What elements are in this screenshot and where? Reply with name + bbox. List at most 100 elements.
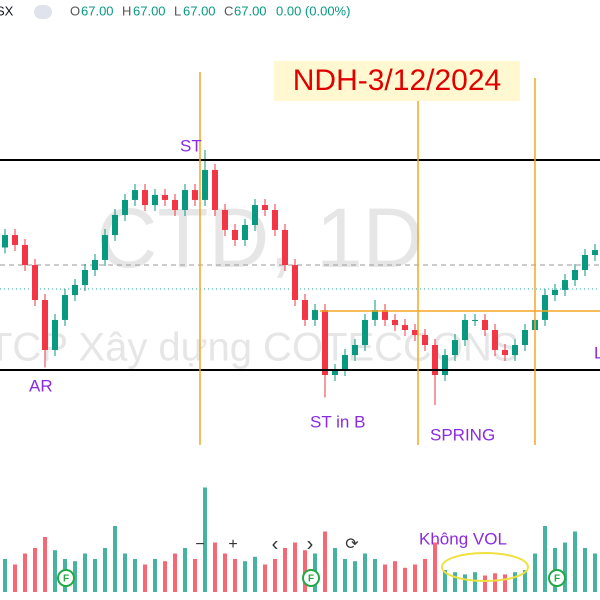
event-icon-label: F: [308, 574, 314, 585]
ohlc-label: L: [174, 3, 181, 18]
zoom-in-button[interactable]: +: [228, 536, 237, 553]
volume-bar: [483, 575, 487, 592]
volume-bar: [583, 548, 587, 592]
candle-body: [132, 190, 138, 200]
volume-bar: [573, 531, 577, 592]
candle-body: [582, 255, 588, 270]
volume-bar: [3, 559, 7, 592]
candle-body: [232, 229, 238, 240]
volume-bar: [533, 553, 537, 592]
volume-bar: [443, 570, 447, 592]
event-icon[interactable]: [57, 569, 75, 587]
volume-bar: [273, 559, 277, 592]
candle-body: [482, 319, 488, 330]
annotation: SPRING: [430, 425, 495, 444]
volume-bar: [423, 559, 427, 592]
volume-bar: [403, 567, 407, 592]
volume-bar: [183, 548, 187, 592]
candle-body: [12, 235, 18, 245]
volume-bar: [23, 553, 27, 592]
annotation: AR: [29, 376, 53, 395]
volume-bar: [43, 537, 47, 592]
candle-body: [462, 319, 468, 341]
annotation: ST: [180, 136, 202, 155]
volume-bar: [53, 550, 57, 592]
annotation: Không VOL: [419, 529, 507, 548]
candle-body: [432, 345, 438, 375]
event-icon[interactable]: [548, 569, 566, 587]
candle-body: [562, 280, 568, 290]
volume-bar: [13, 564, 17, 592]
candle-body: [512, 345, 518, 356]
ohlc-label: O: [70, 3, 80, 18]
event-icons: F F F: [57, 569, 566, 587]
candle-body: [352, 345, 358, 356]
volume-bar: [223, 553, 227, 592]
watermark-company: TCP Xây dựng COTECCONS: [0, 326, 519, 370]
candle-body: [442, 355, 448, 375]
volume-bar: [173, 553, 177, 592]
candle-body: [592, 250, 598, 255]
volume-bar: [473, 572, 477, 592]
toolbar: − + ‹ › ⟳: [195, 533, 359, 555]
event-icon[interactable]: [302, 569, 320, 587]
candle-body: [252, 205, 258, 225]
volume-bar: [293, 542, 297, 592]
watermark: CTD, 1D TCP Xây dựng COTECCONS: [0, 191, 519, 369]
ohlc-value: 67.00: [81, 3, 114, 18]
candle-body: [282, 229, 288, 266]
volume-bar: [433, 542, 437, 592]
volume-bar: [593, 553, 597, 592]
event-icon-label: F: [554, 574, 560, 585]
candle-body: [182, 190, 188, 210]
candle-body: [262, 205, 268, 210]
candle-body: [572, 270, 578, 281]
volume-bar: [563, 542, 567, 592]
reset-button[interactable]: ⟳: [345, 536, 359, 553]
volume-bar: [493, 573, 497, 592]
volume-bar: [83, 553, 87, 592]
volume-bar: [233, 559, 237, 592]
header: SX O 67.00 H 67.00 L 67.00 C 67.00 0.00 …: [0, 3, 350, 19]
candle-body: [112, 214, 118, 236]
volume-bar: [523, 570, 527, 592]
volume-bar: [163, 561, 167, 592]
volume-bar: [333, 548, 337, 592]
annotation-title: NDH-3/12/2024: [293, 64, 501, 97]
ohlc-label: H: [122, 3, 131, 18]
candle-body: [552, 289, 558, 296]
candle-body: [152, 195, 158, 206]
candle-body: [172, 199, 178, 210]
collapse-button[interactable]: [34, 5, 52, 19]
volume-bar: [393, 561, 397, 592]
plot: [2, 150, 598, 592]
volume-bar: [143, 564, 147, 592]
candle-body: [312, 310, 318, 320]
volume-bar: [303, 550, 307, 592]
candle-body: [222, 210, 228, 230]
scroll-left-button[interactable]: ‹: [272, 533, 279, 555]
candle-body: [162, 195, 168, 200]
candle-body: [292, 265, 298, 300]
zoom-out-button[interactable]: −: [195, 536, 204, 553]
volume-bar: [73, 561, 77, 592]
candle-body: [402, 325, 408, 330]
watermark-symbol: CTD, 1D: [97, 191, 424, 285]
candle-body: [32, 265, 38, 300]
candle-body: [192, 190, 198, 200]
symbol: SX: [0, 3, 14, 18]
candle-body: [372, 310, 378, 320]
candle-body: [82, 270, 88, 285]
volume-bar: [93, 559, 97, 592]
candle-body: [472, 319, 478, 321]
volume-bar: [213, 542, 217, 592]
candle-body: [332, 370, 338, 375]
scroll-right-button[interactable]: ›: [307, 533, 314, 555]
candle-body: [272, 210, 278, 230]
volume-bar: [353, 561, 357, 592]
candle-body: [22, 244, 28, 266]
volume-bar: [283, 548, 287, 592]
volume-bar: [363, 553, 367, 592]
volume-bar: [413, 564, 417, 592]
candle-body: [302, 300, 308, 320]
